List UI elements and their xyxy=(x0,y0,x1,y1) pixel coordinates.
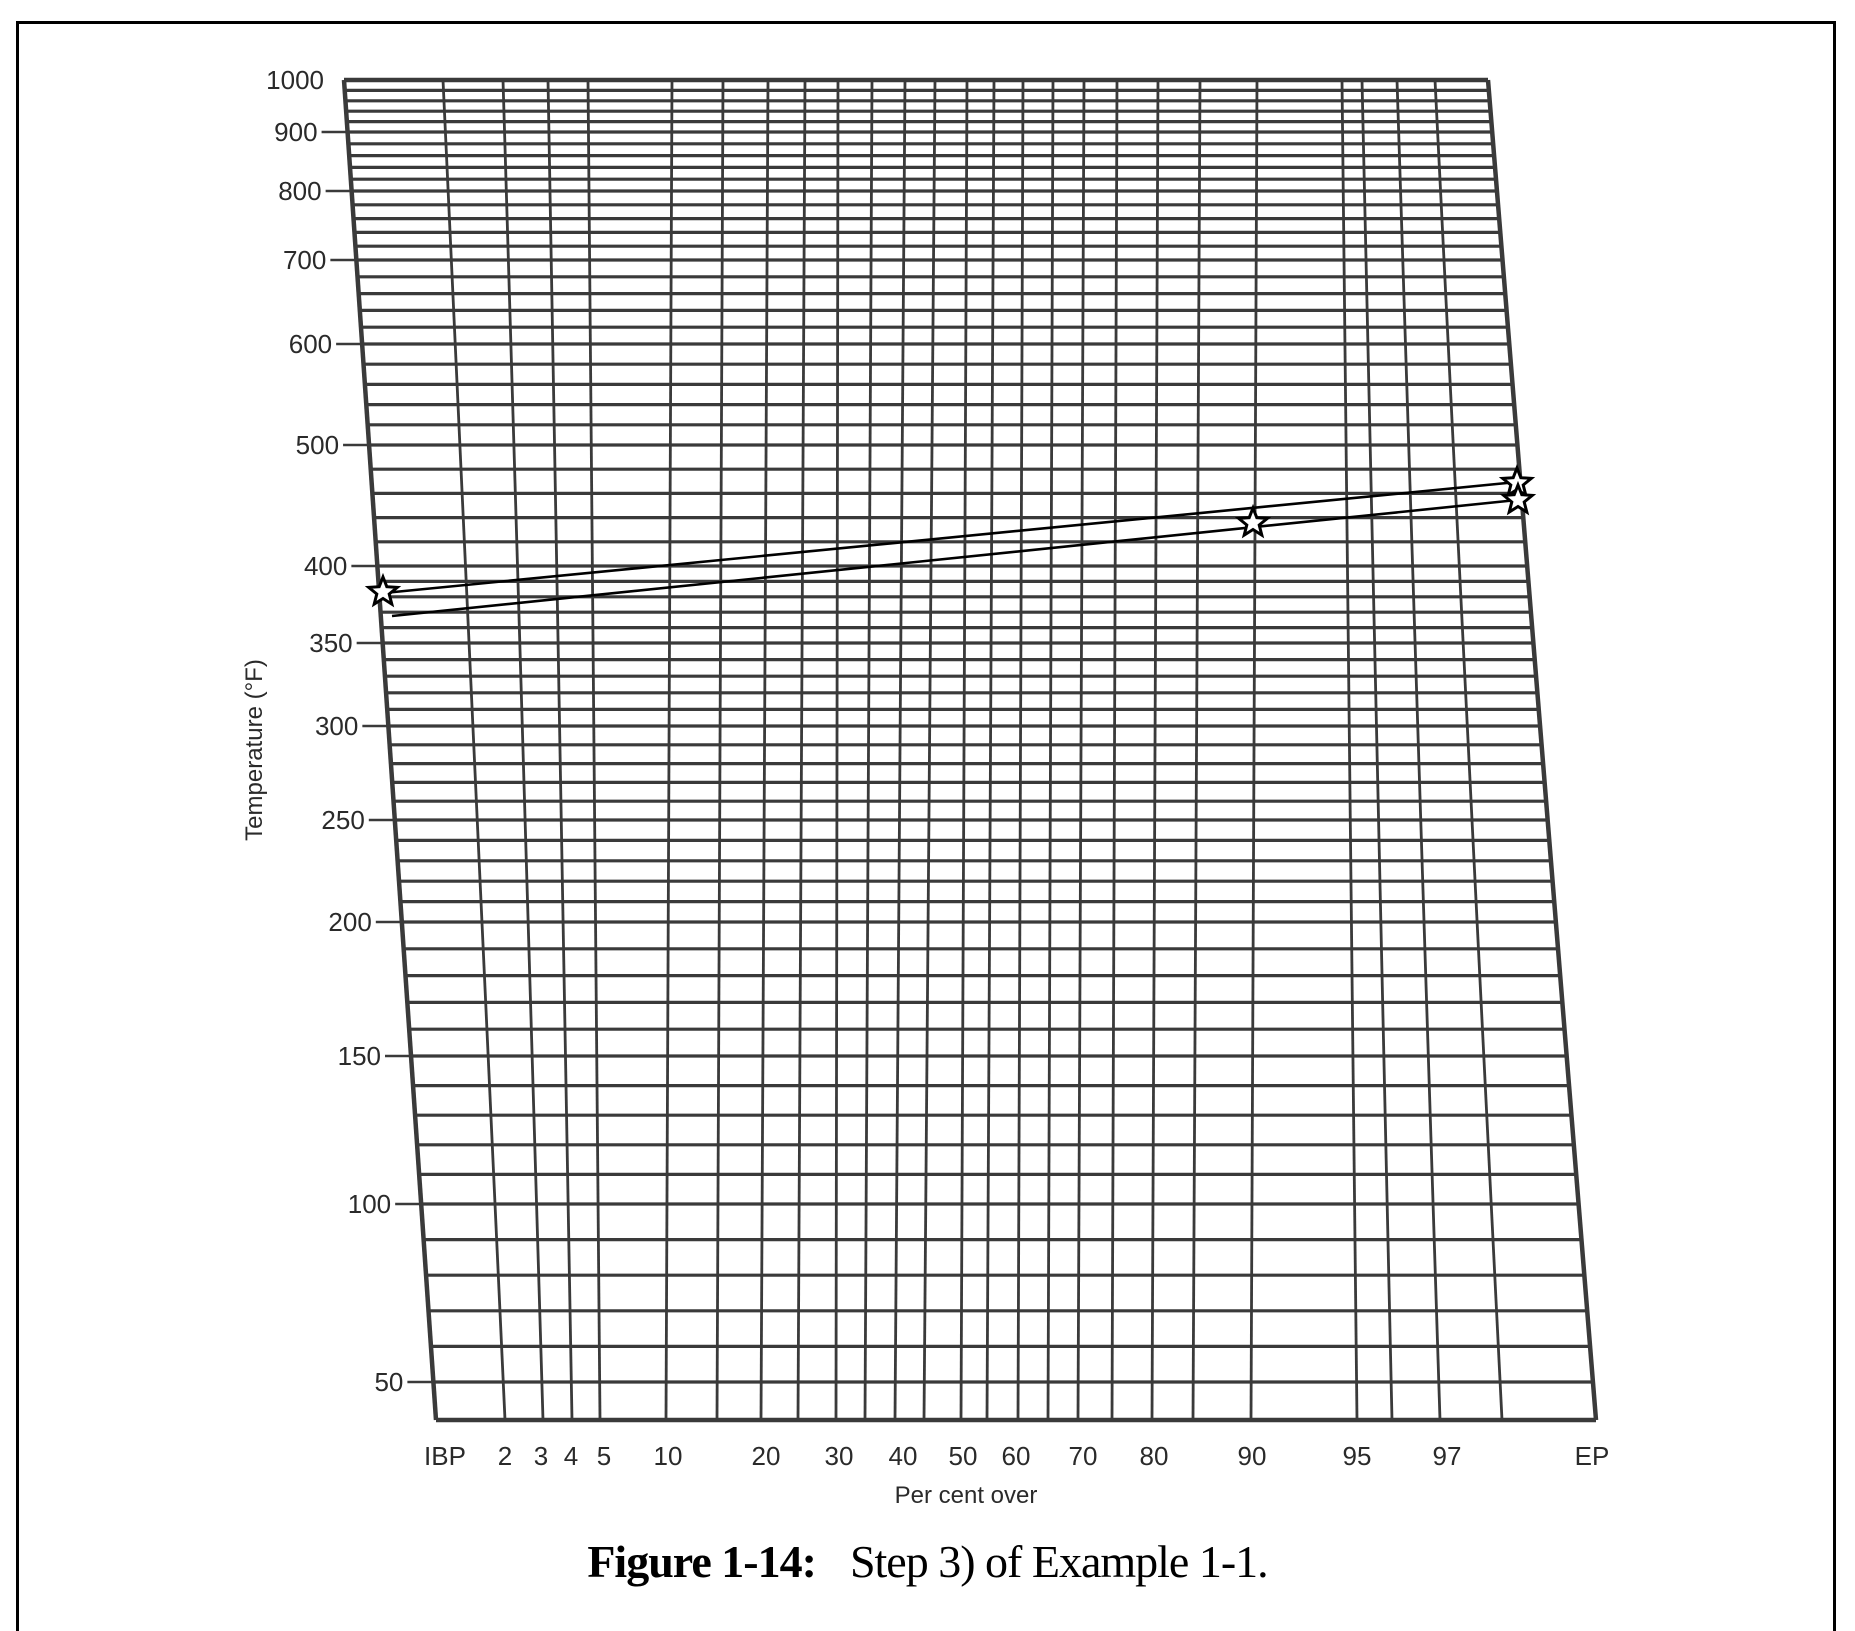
star-markers xyxy=(364,463,1537,608)
grid-line-vertical xyxy=(1191,79,1202,1421)
grid-line-vertical xyxy=(1340,79,1359,1421)
caption-label: Figure 1-14: xyxy=(587,1536,817,1587)
x-tick-label: 97 xyxy=(1433,1441,1462,1471)
grid-line-vertical xyxy=(501,79,545,1421)
grid-line-vertical xyxy=(1046,79,1055,1421)
grid-line-vertical xyxy=(1076,79,1086,1421)
y-axis-ticks: 1000 900 800 700 600 500 400 350 300 250 200 150 100… xyxy=(266,65,434,1397)
y-tick-label: 50 xyxy=(374,1367,403,1397)
grid-line-vertical xyxy=(834,79,840,1421)
grid-line-vertical xyxy=(893,79,907,1421)
x-tick-label: 3 xyxy=(534,1441,548,1471)
chart-grid xyxy=(341,77,1599,1423)
figure-caption: Figure 1-14: Step 3) of Example 1-1. xyxy=(0,1535,1855,1588)
y-tick-label: 900 xyxy=(274,117,317,147)
x-tick-label: IBP xyxy=(424,1441,466,1471)
y-axis-title: Temperature (°F) xyxy=(241,659,268,841)
x-axis-ticks: IBP 2 3 4 5 10 20 30 40 50 60 70 80 90 95 97 EP xyxy=(424,1441,1609,1471)
grid-line-vertical xyxy=(759,79,770,1421)
y-tick-label: 1000 xyxy=(266,65,324,95)
grid-line-vertical xyxy=(1249,79,1259,1421)
grid-line-vertical xyxy=(715,79,725,1421)
y-tick-label: 200 xyxy=(328,907,371,937)
x-tick-label: EP xyxy=(1575,1441,1610,1471)
grid-line-vertical xyxy=(664,79,674,1421)
x-tick-label: 20 xyxy=(752,1441,781,1471)
grid-line-vertical xyxy=(985,79,996,1421)
y-tick-label: 400 xyxy=(304,551,347,581)
x-tick-label: 2 xyxy=(498,1441,512,1471)
star-marker-icon xyxy=(364,572,402,608)
star-marker-icon xyxy=(1234,503,1272,539)
grid-line-vertical xyxy=(863,79,874,1421)
grid-line-vertical xyxy=(546,79,574,1421)
x-tick-label: 95 xyxy=(1343,1441,1372,1471)
grid-line-vertical xyxy=(1395,79,1442,1421)
x-tick-label: 90 xyxy=(1238,1441,1267,1471)
caption-text: Step 3) of Example 1-1. xyxy=(849,1536,1269,1587)
grid-line-vertical xyxy=(922,79,937,1421)
y-tick-label: 500 xyxy=(296,430,339,460)
y-tick-label: 350 xyxy=(309,628,352,658)
y-tick-label: 800 xyxy=(278,176,321,206)
grid-line-vertical xyxy=(1150,79,1160,1421)
x-tick-label: 40 xyxy=(889,1441,918,1471)
y-tick-label: 250 xyxy=(321,805,364,835)
grid-line-vertical xyxy=(441,79,507,1421)
x-tick-label: 80 xyxy=(1140,1441,1169,1471)
x-axis-title: Per cent over xyxy=(895,1482,1038,1509)
grid-line-vertical xyxy=(586,79,602,1421)
x-tick-label: 70 xyxy=(1069,1441,1098,1471)
grid-line-vertical xyxy=(959,79,969,1421)
x-tick-label: 10 xyxy=(654,1441,683,1471)
grid-line-vertical xyxy=(796,79,807,1421)
x-tick-label: 50 xyxy=(949,1441,978,1471)
plot-border xyxy=(341,79,439,1421)
grid-line-vertical xyxy=(1360,79,1394,1421)
data-line-1 xyxy=(383,480,1518,595)
x-tick-label: 30 xyxy=(825,1441,854,1471)
y-tick-label: 300 xyxy=(315,711,358,741)
plot-border xyxy=(1485,79,1599,1421)
star-marker-icon xyxy=(1499,480,1537,516)
grid-line-vertical xyxy=(1110,79,1119,1421)
y-tick-label: 700 xyxy=(283,245,326,275)
x-tick-label: 60 xyxy=(1002,1441,1031,1471)
x-tick-label: 4 xyxy=(564,1441,578,1471)
data-line-2 xyxy=(391,498,1518,618)
grid-line-vertical xyxy=(1433,79,1504,1421)
y-tick-label: 600 xyxy=(289,329,332,359)
figure-frame xyxy=(16,21,1836,1631)
y-tick-label: 100 xyxy=(348,1189,391,1219)
x-tick-label: 5 xyxy=(597,1441,611,1471)
grid-line-vertical xyxy=(1016,79,1025,1421)
y-tick-label: 150 xyxy=(338,1041,381,1071)
data-lines xyxy=(383,480,1518,618)
